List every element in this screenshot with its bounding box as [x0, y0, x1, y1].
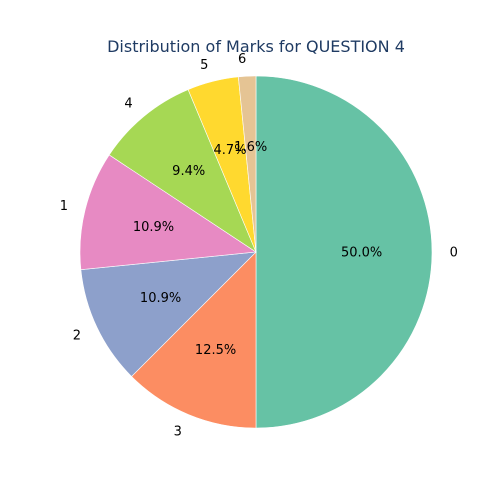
slice-pct-0: 50.0%	[341, 246, 382, 261]
chart-title: Distribution of Marks for QUESTION 4	[107, 37, 405, 56]
slice-label-1: 1	[60, 199, 68, 214]
pie-slice-4	[108, 89, 257, 253]
pie-slice-6	[238, 75, 257, 253]
slice-label-6: 6	[238, 52, 246, 67]
slice-label-3: 3	[174, 424, 182, 439]
slice-pct-5: 4.7%	[214, 143, 247, 158]
slice-pct-1: 10.9%	[133, 220, 174, 235]
pie-slice-2	[80, 251, 257, 377]
slice-label-2: 2	[73, 328, 81, 343]
slice-pct-3: 12.5%	[195, 343, 236, 358]
slice-label-5: 5	[200, 58, 208, 73]
slice-label-0: 0	[450, 246, 458, 261]
pie-slice-1	[79, 154, 257, 270]
slice-pct-2: 10.9%	[140, 291, 181, 306]
pie-slice-0	[255, 75, 433, 429]
pie-slices	[79, 75, 433, 429]
slice-pct-6: 1.6%	[234, 140, 267, 155]
pie-slice-3	[131, 251, 257, 429]
slice-label-4: 4	[124, 96, 132, 111]
slice-pct-4: 9.4%	[172, 164, 205, 179]
pie-labels: 0 50.0% 3 12.5% 2 10.9% 1 10.9% 4 9.4% 5 4.7% 6 1.6%	[60, 52, 458, 439]
